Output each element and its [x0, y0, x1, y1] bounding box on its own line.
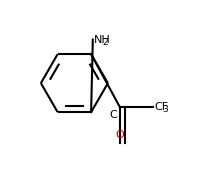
Text: 3: 3 [162, 105, 168, 114]
Text: 2: 2 [102, 38, 108, 47]
Text: O: O [115, 130, 124, 140]
Text: NH: NH [94, 35, 110, 45]
Text: CF: CF [154, 102, 168, 112]
Text: C: C [109, 110, 117, 120]
